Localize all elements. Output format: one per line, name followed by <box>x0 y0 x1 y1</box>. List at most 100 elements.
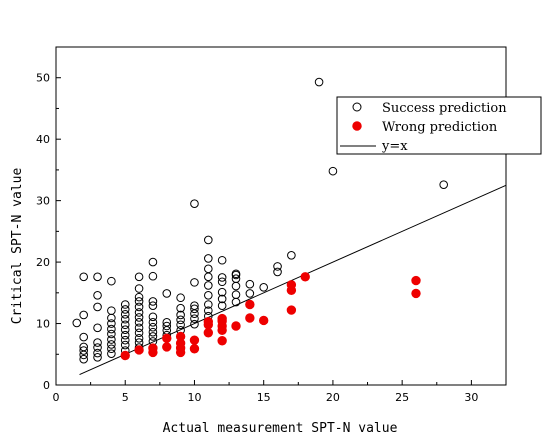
success-prediction-point <box>176 315 185 325</box>
wrong-prediction-point <box>162 333 172 343</box>
success-prediction-point <box>204 272 213 282</box>
y-tick-label: 30 <box>36 195 50 208</box>
reference-line-y-equals-x <box>79 184 507 376</box>
plot-area <box>55 46 507 386</box>
x-tick-label: 5 <box>122 391 129 404</box>
axes: 0 5 10 15 20 25 30 0 10 20 30 40 50 <box>36 72 478 404</box>
success-prediction-point <box>79 342 88 352</box>
success-prediction-point <box>190 199 199 209</box>
success-prediction-point <box>190 301 199 311</box>
success-prediction-point <box>148 322 158 332</box>
success-prediction-point <box>79 310 88 320</box>
points-layer <box>72 77 448 364</box>
success-prediction-point <box>93 290 102 300</box>
success-prediction-point <box>314 77 324 87</box>
success-prediction-point <box>134 272 144 282</box>
success-prediction-point <box>107 335 116 344</box>
success-prediction-point <box>217 273 227 282</box>
success-prediction-point <box>204 281 213 290</box>
success-prediction-point <box>176 310 185 320</box>
wrong-prediction-point <box>245 313 255 323</box>
success-prediction-point <box>134 318 144 327</box>
success-prediction-point <box>217 277 227 287</box>
success-prediction-point <box>93 353 102 362</box>
wrong-prediction-point <box>162 342 172 352</box>
success-prediction-point <box>120 340 130 350</box>
success-prediction-point <box>217 301 227 311</box>
wrong-prediction-point <box>411 288 421 299</box>
success-prediction-point <box>120 305 130 314</box>
y-tick-label: 20 <box>36 256 50 269</box>
x-tick-label: 20 <box>326 391 340 404</box>
success-prediction-point <box>204 300 213 309</box>
success-prediction-point <box>231 281 241 291</box>
success-prediction-point <box>72 318 82 328</box>
success-prediction-point <box>162 321 172 331</box>
x-tick-label: 25 <box>395 391 409 404</box>
success-prediction-point <box>93 348 102 358</box>
wrong-prediction-point <box>120 350 130 361</box>
success-prediction-point <box>231 269 241 279</box>
success-prediction-point <box>204 290 213 300</box>
success-prediction-point <box>120 330 130 340</box>
success-prediction-point <box>259 282 268 292</box>
success-prediction-point <box>107 349 116 358</box>
success-prediction-point <box>107 324 116 334</box>
success-prediction-point <box>190 278 199 287</box>
wrong-prediction-point <box>258 315 269 326</box>
wrong-prediction-point <box>300 272 310 282</box>
success-prediction-point <box>79 332 88 342</box>
success-prediction-point <box>148 332 158 341</box>
success-prediction-point <box>107 344 116 354</box>
success-prediction-point <box>134 328 144 338</box>
success-prediction-point <box>190 314 199 323</box>
success-prediction-point <box>107 313 116 323</box>
wrong-prediction-point <box>134 345 144 355</box>
wrong-prediction-point <box>245 299 255 310</box>
wrong-prediction-point <box>203 328 214 338</box>
success-prediction-point <box>162 318 172 327</box>
success-prediction-point <box>231 290 241 299</box>
success-prediction-point <box>134 323 144 333</box>
success-prediction-point <box>120 320 130 330</box>
success-prediction-point <box>107 319 116 328</box>
success-prediction-point <box>204 264 213 274</box>
success-prediction-point <box>148 271 158 281</box>
y-tick-label: 40 <box>36 133 50 146</box>
success-prediction-point <box>231 274 241 283</box>
legend-label-success: Success prediction <box>382 101 507 116</box>
x-tick-label: 10 <box>187 391 201 404</box>
x-tick-label: 0 <box>53 391 60 404</box>
success-prediction-point <box>107 276 116 286</box>
wrong-prediction-point <box>203 317 214 327</box>
wrong-prediction-point <box>217 336 227 346</box>
success-prediction-point <box>439 180 448 189</box>
success-prediction-point <box>162 326 172 335</box>
success-prediction-point <box>134 292 144 302</box>
success-prediction-point <box>217 294 227 304</box>
success-prediction-point <box>176 320 185 330</box>
success-prediction-point <box>120 310 130 319</box>
success-prediction-point <box>287 251 296 260</box>
success-prediction-point <box>148 327 158 337</box>
success-prediction-point <box>204 306 213 315</box>
success-prediction-point <box>134 302 144 312</box>
success-prediction-point <box>120 300 130 309</box>
y-tick-label: 10 <box>36 318 50 331</box>
success-prediction-point <box>148 297 158 306</box>
success-prediction-point <box>79 346 88 355</box>
legend-marker-success <box>352 102 362 112</box>
reference-line-layer <box>79 184 507 376</box>
y-axis-title: Critical SPT-N value <box>10 168 25 325</box>
legend-marker-wrong <box>352 121 362 131</box>
wrong-prediction-point <box>286 280 297 290</box>
success-prediction-point <box>93 338 102 347</box>
plot-border <box>55 46 507 386</box>
wrong-prediction-point <box>231 321 241 331</box>
success-prediction-point <box>245 279 255 289</box>
legend-box <box>336 96 542 155</box>
success-prediction-point <box>134 297 144 306</box>
success-prediction-point <box>120 325 130 334</box>
wrong-prediction-point <box>217 313 227 324</box>
